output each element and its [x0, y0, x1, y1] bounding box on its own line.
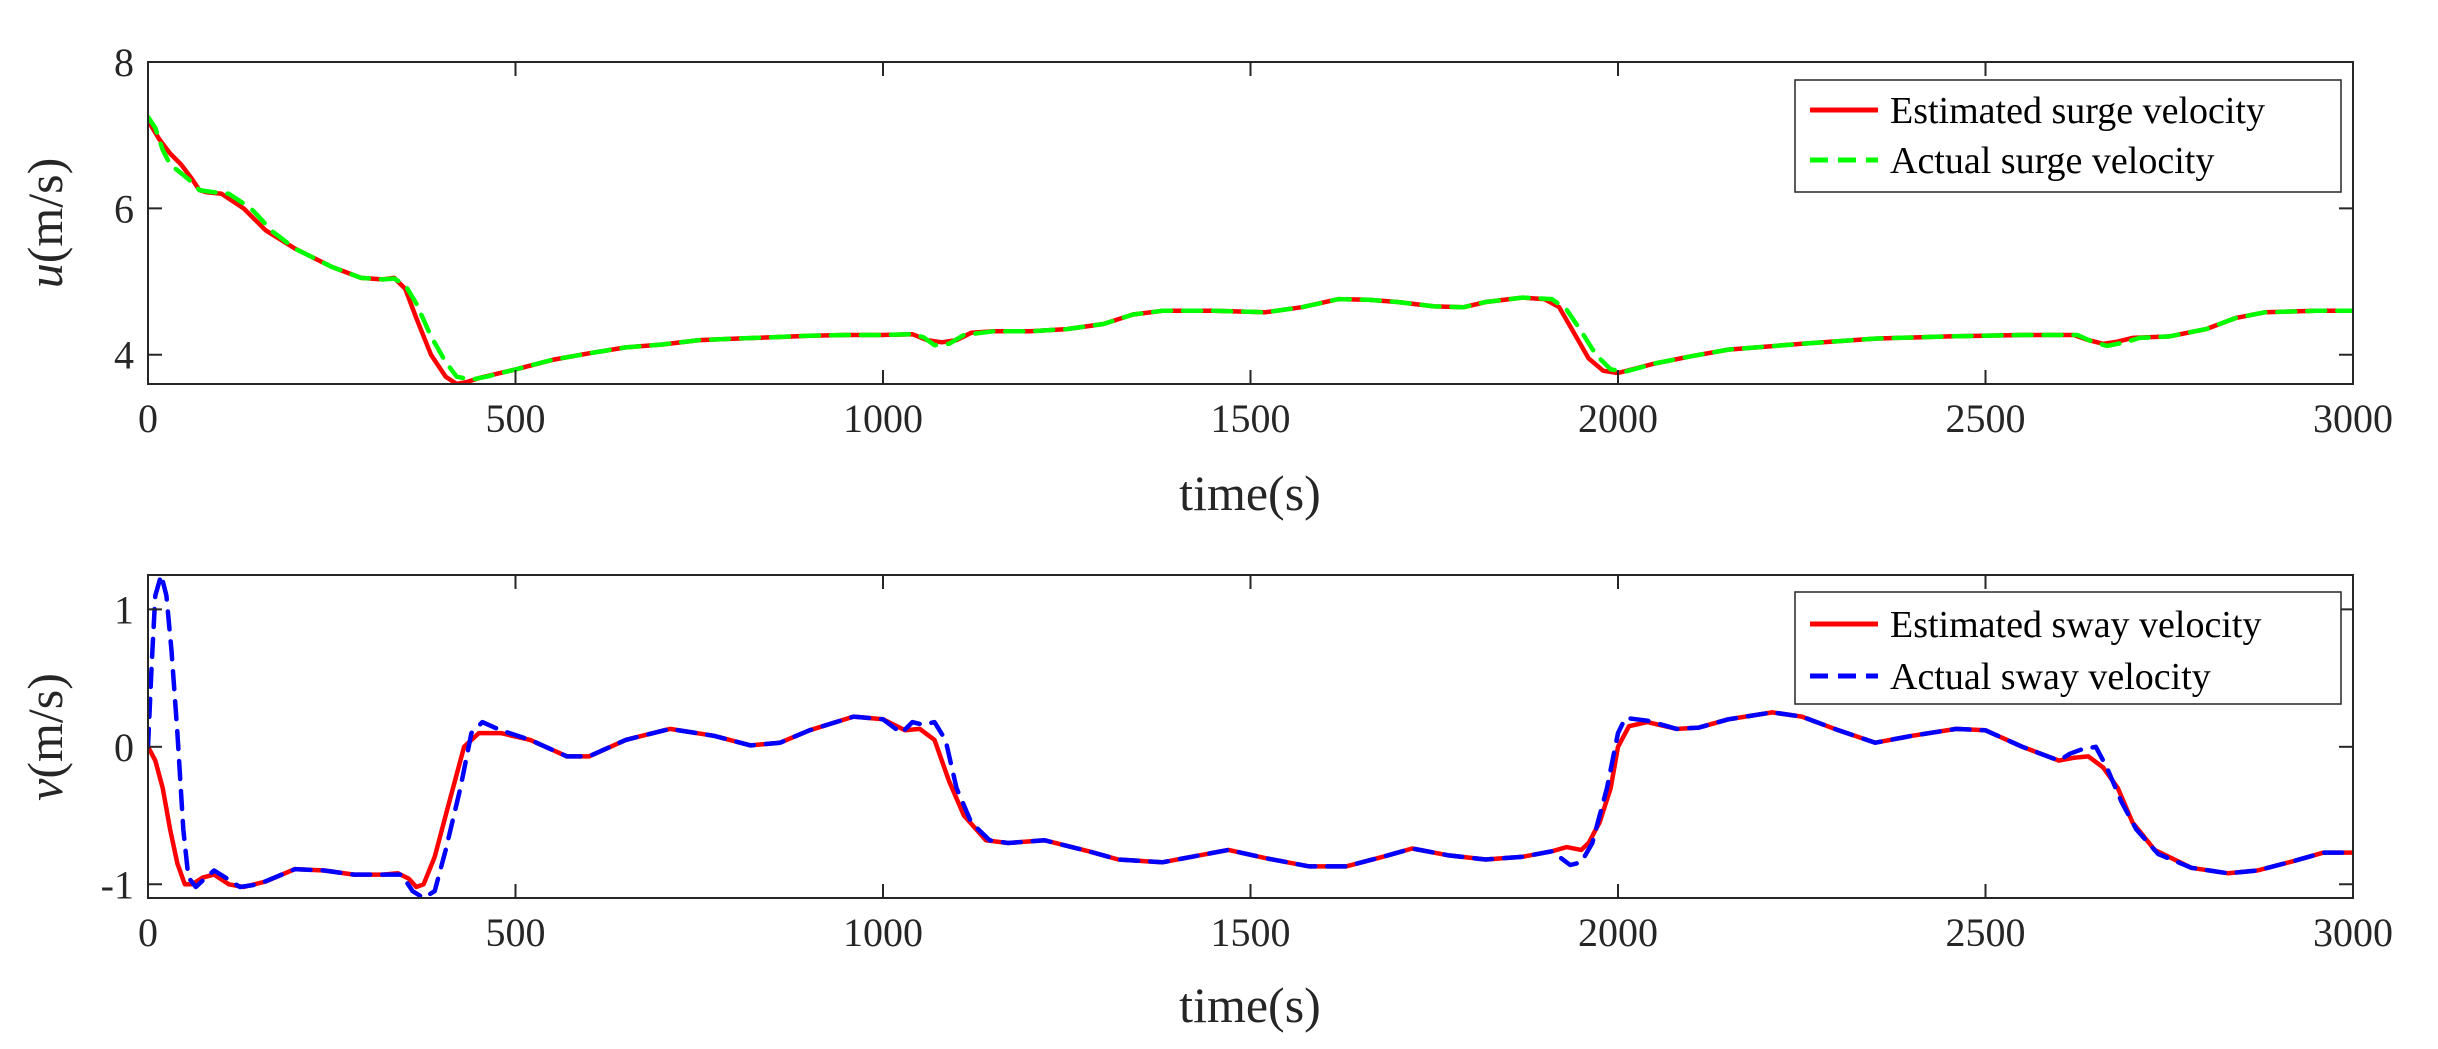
surge-legend-label-actual: Actual surge velocity: [1890, 140, 2214, 182]
surge-ylabel-unit: (m/s): [17, 158, 73, 264]
sway-xtick-label: 1000: [843, 910, 923, 955]
surge-xtick-label: 500: [486, 396, 546, 441]
sway-legend-label-actual: Actual sway velocity: [1890, 656, 2211, 698]
surge-xtick-label: 1500: [1211, 396, 1291, 441]
sway-xlabel: time(s): [1179, 977, 1321, 1033]
surge-xtick-label: 1000: [843, 396, 923, 441]
sway-plot-area: [148, 575, 2353, 898]
sway-xtick-label: 1500: [1211, 910, 1291, 955]
surge-xtick-label: 2000: [1578, 396, 1658, 441]
sway-ytick-label: 0: [114, 725, 134, 770]
surge-xtick-label: 0: [138, 396, 158, 441]
surge-series-actual-line: [148, 114, 2353, 382]
surge-ytick-label: 8: [114, 40, 134, 85]
surge-legend: Estimated surge velocity Actual surge ve…: [1794, 79, 2342, 193]
sway-xtick-label: 500: [486, 910, 546, 955]
sway-chart: 0 500 1000 1500 2000 2500 3000-101 time(s) v(m…: [17, 574, 2393, 1033]
surge-ticks: 0 500 1000 1500 2000 2500 3000 4 6 8: [114, 40, 2393, 441]
sway-ylabel: v(m/s): [17, 673, 73, 801]
surge-ylabel-var: u: [17, 263, 73, 288]
sway-ytick-label: -1: [101, 862, 134, 907]
sway-series-actual-line: [148, 575, 2353, 898]
surge-ylabel: u(m/s): [17, 158, 73, 289]
sway-xtick-label: 2500: [1946, 910, 2026, 955]
sway-ylabel-var: v: [17, 778, 73, 801]
surge-legend-label-estimated: Estimated surge velocity: [1890, 90, 2265, 132]
sway-xtick-label: 3000: [2313, 910, 2393, 955]
sway-ytick-label: 1: [114, 587, 134, 632]
surge-ytick-label: 6: [114, 186, 134, 231]
sway-legend: Estimated sway velocity Actual sway velo…: [1794, 591, 2342, 705]
sway-ylabel-unit: (m/s): [17, 673, 73, 779]
surge-plot-area: [148, 114, 2353, 384]
sway-ticks: 0 500 1000 1500 2000 2500 3000-101: [101, 575, 2393, 955]
sway-series-estimated-line: [148, 710, 2353, 890]
sway-xtick-label: 2000: [1578, 910, 1658, 955]
surge-xlabel: time(s): [1179, 465, 1321, 521]
surge-xtick-label: 3000: [2313, 396, 2393, 441]
sway-xtick-label: 0: [138, 910, 158, 955]
sway-legend-label-estimated: Estimated sway velocity: [1890, 604, 2261, 646]
surge-ytick-label: 4: [114, 333, 134, 378]
surge-chart: 0 500 1000 1500 2000 2500 3000 4 6 8 time(s) u(m/…: [17, 40, 2393, 521]
surge-legend-box: [1794, 79, 2342, 193]
surge-xtick-label: 2500: [1946, 396, 2026, 441]
sway-legend-box: [1794, 591, 2342, 705]
